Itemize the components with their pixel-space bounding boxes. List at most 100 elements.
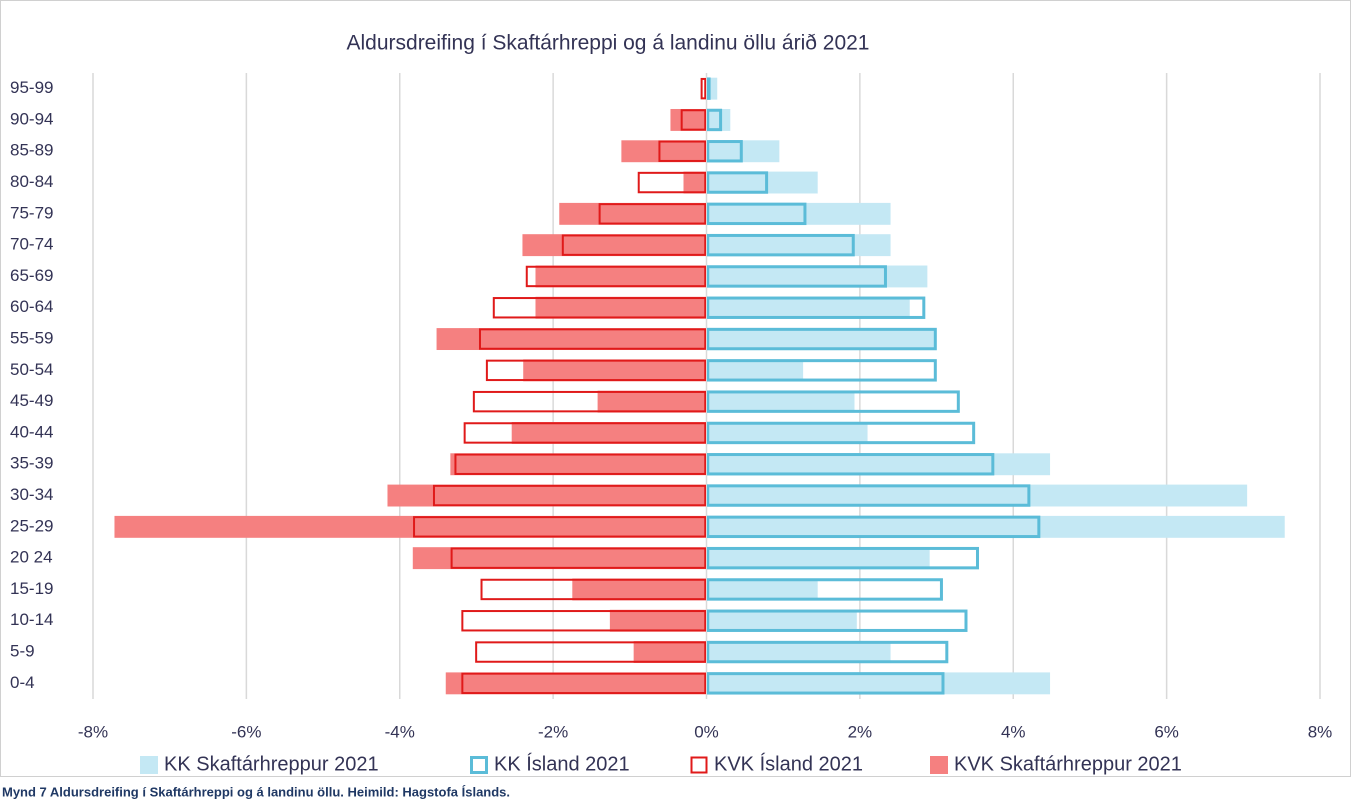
bar xyxy=(609,609,707,632)
y-tick-label: 10-14 xyxy=(10,610,53,629)
bar xyxy=(706,140,743,163)
y-tick-label: 85-89 xyxy=(10,141,53,160)
bar xyxy=(559,202,707,225)
y-tick-label: 35-39 xyxy=(10,454,53,473)
bar xyxy=(706,609,857,632)
bar xyxy=(480,578,707,601)
bar xyxy=(114,515,707,538)
bar xyxy=(535,265,707,288)
bar xyxy=(461,672,707,695)
bar xyxy=(706,390,960,413)
bar xyxy=(436,328,707,351)
x-tick-label: -8% xyxy=(78,722,108,741)
y-tick-label: 45-49 xyxy=(10,391,53,410)
bar xyxy=(706,328,935,351)
chart-title: Aldursdreifing í Skaftárhreppi og á land… xyxy=(346,32,869,55)
y-tick-label: 70-74 xyxy=(10,235,53,254)
legend-label: KVK Skaftárhreppur 2021 xyxy=(954,753,1182,775)
caption: Mynd 7 Aldursdreifing í Skaftárhreppi og… xyxy=(2,784,510,799)
bar xyxy=(706,359,937,382)
bar xyxy=(706,484,1248,507)
bar xyxy=(706,390,855,413)
bar xyxy=(561,234,707,256)
bar xyxy=(633,641,707,664)
legend-swatch xyxy=(470,756,488,774)
bar xyxy=(706,515,1285,538)
bar xyxy=(700,77,707,100)
bar xyxy=(706,108,731,131)
bar xyxy=(706,234,891,257)
bar xyxy=(478,328,707,350)
bar xyxy=(706,233,855,257)
bar xyxy=(706,265,887,288)
bar xyxy=(706,672,1051,695)
bar xyxy=(412,547,707,570)
bar xyxy=(706,202,807,226)
bar xyxy=(706,421,868,444)
legend-label: KK Ísland 2021 xyxy=(494,752,630,775)
bar xyxy=(597,390,707,413)
bar xyxy=(706,641,891,664)
bar xyxy=(454,453,707,475)
bar xyxy=(706,515,1041,539)
bar xyxy=(525,265,707,288)
y-tick-label: 55-59 xyxy=(10,329,53,348)
bar xyxy=(637,171,707,194)
bar xyxy=(523,359,707,382)
chart-border xyxy=(0,0,1351,777)
bar xyxy=(621,140,707,163)
bar xyxy=(706,453,1051,476)
bar xyxy=(706,77,711,100)
bar xyxy=(535,296,707,319)
bar xyxy=(706,546,979,570)
bar xyxy=(706,484,1031,507)
y-tick-label: 20 24 xyxy=(10,548,53,567)
y-tick-label: 0-4 xyxy=(10,673,35,692)
bar xyxy=(706,296,910,319)
x-tick-label: -4% xyxy=(385,722,415,741)
bar xyxy=(432,484,707,507)
bar xyxy=(445,672,707,695)
legend-swatch xyxy=(930,756,948,774)
y-tick-label: 60-64 xyxy=(10,297,53,316)
bar xyxy=(706,108,723,132)
x-tick-label: -6% xyxy=(231,722,261,741)
y-tick-label: 50-54 xyxy=(10,360,53,379)
x-tick-label: 4% xyxy=(1001,722,1026,741)
bar xyxy=(492,297,707,319)
y-tick-label: 95-99 xyxy=(10,78,53,97)
x-tick-label: 2% xyxy=(848,722,873,741)
bar xyxy=(387,484,707,507)
bar xyxy=(680,109,707,131)
bar xyxy=(658,140,707,162)
bar xyxy=(706,171,769,194)
bar xyxy=(450,547,707,569)
legend-label: KK Skaftárhreppur 2021 xyxy=(164,753,379,775)
bar xyxy=(670,108,707,131)
bar xyxy=(413,516,707,538)
bar xyxy=(706,327,937,351)
y-tick-label: 40-44 xyxy=(10,422,53,441)
y-tick-label: 25-29 xyxy=(10,516,53,535)
y-tick-label: 5-9 xyxy=(10,642,35,661)
bar xyxy=(472,390,707,413)
y-tick-label: 75-79 xyxy=(10,203,53,222)
bar xyxy=(485,359,707,382)
bar xyxy=(706,453,995,476)
bar xyxy=(572,578,707,601)
bar xyxy=(706,421,976,445)
bar xyxy=(706,578,943,601)
bar xyxy=(511,421,707,444)
bar xyxy=(463,422,707,444)
bar xyxy=(522,234,707,257)
y-tick-label: 90-94 xyxy=(10,109,53,128)
bar xyxy=(475,641,707,663)
legend-swatch xyxy=(140,756,158,774)
bar xyxy=(706,640,949,664)
bar xyxy=(706,140,780,163)
y-tick-label: 80-84 xyxy=(10,172,53,191)
bar xyxy=(450,453,707,476)
bar xyxy=(706,359,804,382)
bar xyxy=(706,547,930,570)
bar xyxy=(706,171,818,194)
